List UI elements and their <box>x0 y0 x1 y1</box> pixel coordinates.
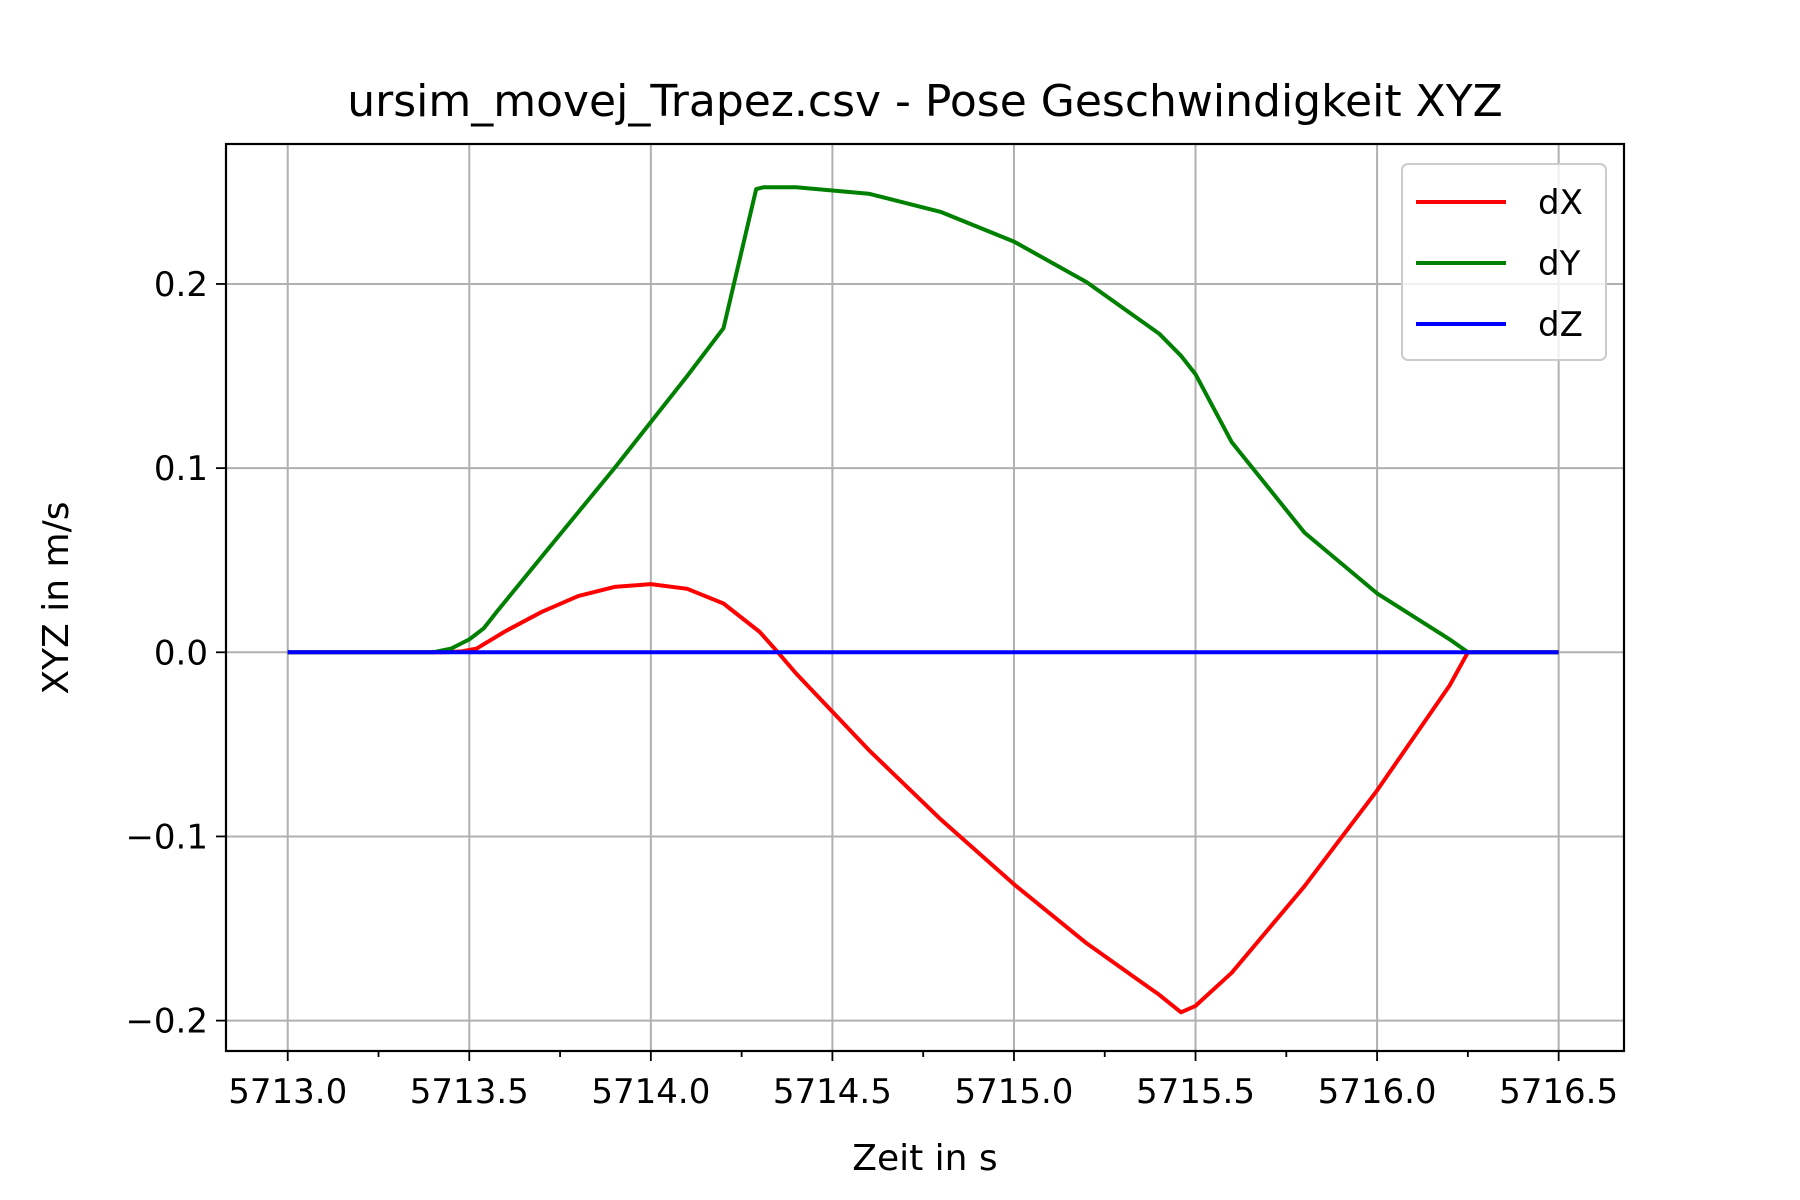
legend-label-dx: dX <box>1538 183 1583 223</box>
x-tick-label: 5715.5 <box>1136 1072 1255 1112</box>
legend-label-dz: dZ <box>1538 305 1583 345</box>
y-tick-label: 0.0 <box>154 633 208 673</box>
x-tick-label: 5713.0 <box>228 1072 347 1112</box>
x-tick-label: 5714.0 <box>591 1072 710 1112</box>
y-tick-label: −0.2 <box>125 1002 208 1042</box>
x-tick-label: 5715.0 <box>954 1072 1073 1112</box>
ticks: 5713.0 5713.5 5714.0 5714.5 5715.0 5715.5 5716… <box>125 265 1618 1112</box>
x-tick-label: 5713.5 <box>410 1072 529 1112</box>
series-line-dx <box>287 582 1559 1015</box>
series-layer <box>287 185 1559 1015</box>
legend: dX dY dZ <box>1401 163 1607 361</box>
x-tick-label: 5716.0 <box>1318 1072 1437 1112</box>
x-tick-label: 5716.5 <box>1499 1072 1618 1112</box>
y-tick-label: 0.2 <box>154 265 208 305</box>
series-line-dy <box>287 185 1559 655</box>
x-tick-label: 5714.5 <box>773 1072 892 1112</box>
y-tick-label: −0.1 <box>125 817 208 857</box>
y-axis-label: XYZ in m/s <box>36 502 77 695</box>
chart-title: ursim_movej_Trapez.csv - Pose Geschwindi… <box>347 76 1502 127</box>
legend-label-dy: dY <box>1538 244 1581 284</box>
plot-frame <box>224 142 1626 1053</box>
x-axis-label: Zeit in s <box>852 1138 997 1179</box>
y-tick-label: 0.1 <box>154 449 208 489</box>
